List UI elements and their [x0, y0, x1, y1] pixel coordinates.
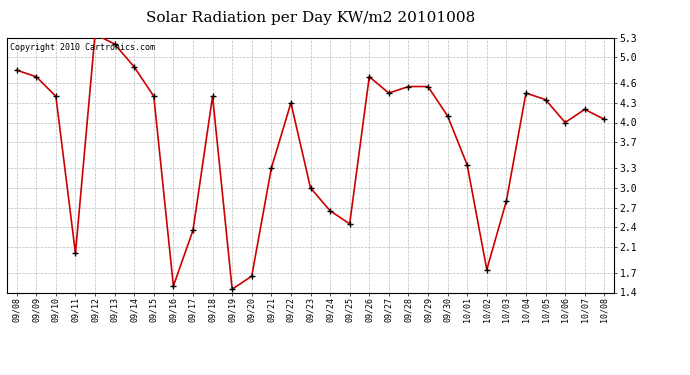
- Text: Solar Radiation per Day KW/m2 20101008: Solar Radiation per Day KW/m2 20101008: [146, 11, 475, 25]
- Text: Copyright 2010 Cartronics.com: Copyright 2010 Cartronics.com: [10, 43, 155, 52]
